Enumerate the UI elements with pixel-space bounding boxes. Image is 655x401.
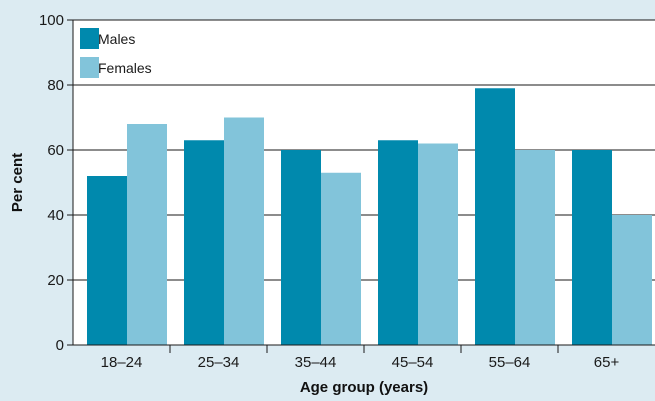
bar-males-45-54 (378, 140, 418, 345)
x-tick-label-25-34: 25–34 (198, 354, 240, 371)
x-tick-label-55-64: 55–64 (489, 354, 531, 371)
y-tick-label-80: 80 (47, 77, 64, 94)
y-tick-label-60: 60 (47, 142, 64, 159)
bar-males-55-64 (475, 88, 515, 345)
bar-females-55-64 (515, 150, 555, 345)
bar-females-65 (612, 215, 652, 345)
y-tick-label-20: 20 (47, 272, 64, 289)
x-axis-title: Age group (years) (300, 379, 428, 396)
bar-males-18-24 (87, 176, 127, 345)
axes (67, 19, 655, 353)
x-tick-label-35-44: 35–44 (295, 354, 337, 371)
tick-labels: 0 20 40 60 80 100 18–24 25–34 35–44 45–54 55–64 65+ (39, 12, 619, 371)
legend-label-males: Males (98, 31, 135, 47)
gridlines (73, 19, 655, 281)
legend-label-females: Females (98, 60, 152, 76)
bars (87, 88, 652, 345)
x-tick-label-65: 65+ (594, 354, 620, 371)
y-tick-label-0: 0 (56, 337, 64, 354)
bar-males-65 (572, 150, 612, 345)
x-tick-label-18-24: 18–24 (101, 354, 143, 371)
bar-females-45-54 (418, 143, 458, 345)
bar-females-35-44 (321, 172, 361, 345)
y-tick-label-100: 100 (39, 12, 64, 29)
x-tick-label-45-54: 45–54 (392, 354, 434, 371)
y-tick-label-40: 40 (47, 207, 64, 224)
legend-swatch-females (80, 57, 99, 78)
bar-males-25-34 (184, 140, 224, 345)
bar-females-18-24 (127, 124, 167, 345)
bar-females-25-34 (224, 117, 264, 345)
plot-area (73, 20, 655, 345)
bar-males-35-44 (281, 150, 321, 345)
y-axis-title: Per cent (9, 153, 26, 212)
legend-swatch-males (80, 28, 99, 49)
legend: Males Females (80, 28, 152, 78)
